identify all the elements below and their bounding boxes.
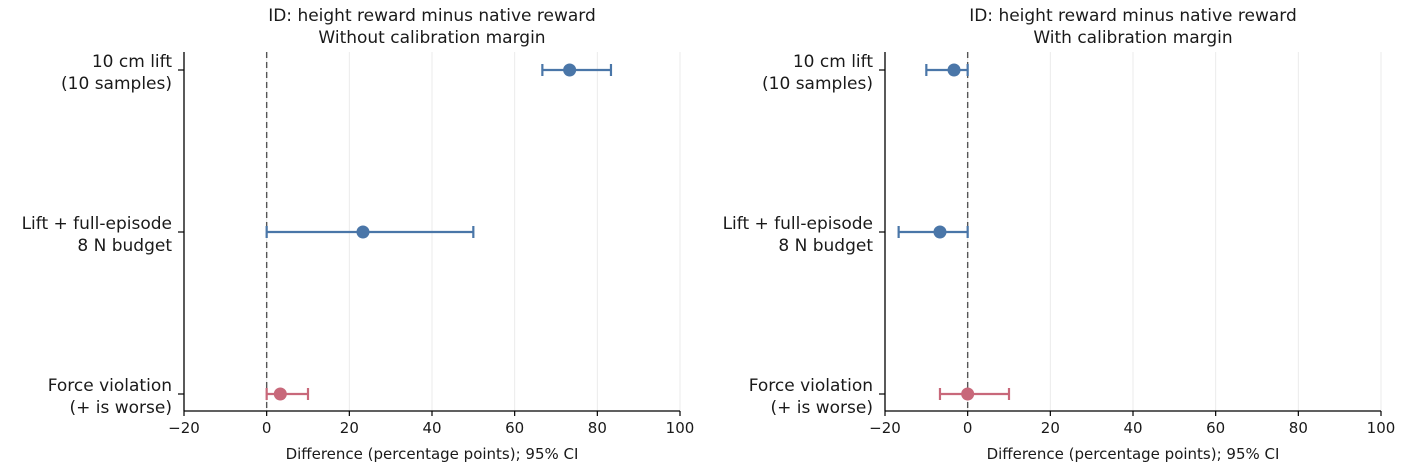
- x-tick-label: −20: [869, 419, 901, 437]
- chart-subtitle: With calibration margin: [1033, 28, 1232, 48]
- chart-subtitle: Without calibration margin: [318, 28, 545, 48]
- chart-title: ID: height reward minus native reward: [268, 6, 596, 26]
- x-tick-label: 20: [1041, 419, 1060, 437]
- y-tick-label: 10 cm lift: [92, 52, 172, 72]
- x-tick-label: −20: [168, 419, 200, 437]
- x-tick-label: 40: [1123, 419, 1142, 437]
- x-tick-label: 0: [262, 419, 272, 437]
- y-tick-label: Force violation: [48, 376, 172, 396]
- x-tick-label: 20: [340, 419, 359, 437]
- estimate-point: [947, 63, 961, 77]
- y-tick-label: Lift + full-episode: [723, 214, 873, 234]
- chart-panel-2: −20 0 20 40 60 80 100 Difference (percentage po…: [723, 6, 1396, 463]
- x-tick-label: 100: [1367, 419, 1396, 437]
- chart-title: ID: height reward minus native reward: [969, 6, 1297, 26]
- x-axis-label: Difference (percentage points); 95% CI: [286, 445, 579, 463]
- chart-panel-1: −20 0 20 40 60 80 100 Difference (percentage po…: [22, 6, 695, 463]
- estimate-point: [356, 225, 370, 239]
- x-axis-label: Difference (percentage points); 95% CI: [987, 445, 1280, 463]
- y-tick-label: (10 samples): [61, 74, 172, 94]
- x-tick-label: 80: [588, 419, 607, 437]
- y-tick-label: Force violation: [749, 376, 873, 396]
- y-tick-label: Lift + full-episode: [22, 214, 172, 234]
- y-tick-label: (+ is worse): [69, 398, 172, 418]
- estimate-point: [273, 387, 287, 401]
- estimate-point: [563, 63, 577, 77]
- x-tick-label: 100: [666, 419, 695, 437]
- estimate-point: [961, 387, 975, 401]
- y-tick-label: (+ is worse): [770, 398, 873, 418]
- y-tick-label: (10 samples): [762, 74, 873, 94]
- x-tick-label: 0: [963, 419, 973, 437]
- estimate-point: [933, 225, 947, 239]
- y-tick-label: 10 cm lift: [793, 52, 873, 72]
- x-tick-label: 60: [1206, 419, 1225, 437]
- y-tick-label: 8 N budget: [77, 236, 172, 256]
- x-tick-label: 40: [422, 419, 441, 437]
- x-tick-label: 60: [505, 419, 524, 437]
- x-tick-label: 80: [1289, 419, 1308, 437]
- y-tick-label: 8 N budget: [778, 236, 873, 256]
